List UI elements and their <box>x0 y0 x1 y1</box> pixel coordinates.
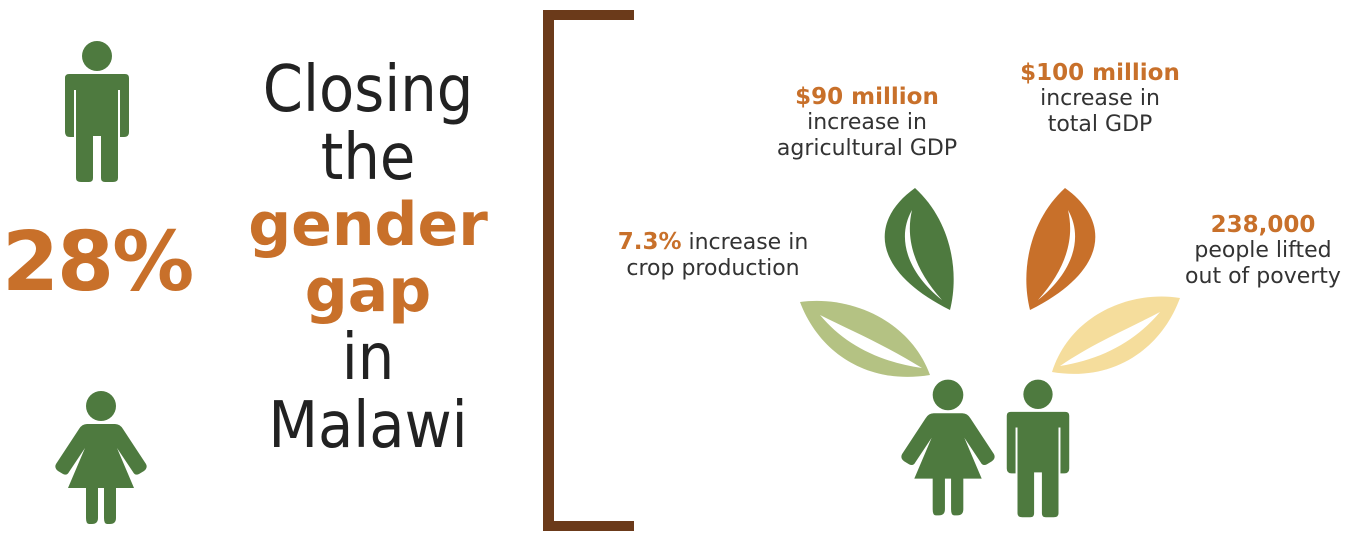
bracket-top <box>543 10 634 20</box>
outcome-poverty-text1: people lifted <box>1194 238 1332 263</box>
outcome-total-gdp: $100 million increase in total GDP <box>1000 60 1200 138</box>
title-line-in: in <box>341 321 395 395</box>
woman-icon <box>900 378 996 516</box>
leaf-icon <box>1026 188 1096 310</box>
title-line-closing: Closing <box>262 53 474 127</box>
outcome-total-gdp-value: $100 million <box>1020 60 1180 86</box>
leaf-icon <box>1052 296 1180 374</box>
outcome-crop-production: 7.3% increase in crop production <box>598 229 828 282</box>
title-line-gender: gender <box>248 190 488 260</box>
outcome-crop-value: 7.3% <box>617 229 682 255</box>
bracket-bottom <box>543 521 634 531</box>
man-icon <box>997 378 1079 518</box>
outcome-total-gdp-text1: increase in <box>1040 86 1160 111</box>
leaves-graphic <box>800 188 1180 377</box>
infographic-title: Closing the gender gap in Malawi <box>238 56 498 460</box>
outcome-poverty-text2: out of poverty <box>1185 264 1341 289</box>
outcome-agricultural-gdp: $90 million increase in agricultural GDP <box>752 84 982 162</box>
outcome-agricultural-value: $90 million <box>795 84 939 110</box>
outcome-total-gdp-text2: total GDP <box>1047 112 1153 137</box>
outcome-poverty-value: 238,000 <box>1210 212 1316 238</box>
gender-gap-percentage: 28% <box>2 215 194 310</box>
outcome-poverty: 238,000 people lifted out of poverty <box>1160 212 1366 290</box>
leaf-icon <box>884 188 954 310</box>
outcome-crop-text1: increase in <box>681 230 809 255</box>
woman-icon <box>54 390 148 524</box>
leaf-icon <box>800 300 930 377</box>
bracket-divider <box>543 10 554 531</box>
outcome-agricultural-text1: increase in <box>807 110 927 135</box>
title-line-malawi: Malawi <box>268 389 468 463</box>
title-line-gap: gap <box>304 256 432 326</box>
man-icon <box>55 40 139 182</box>
outcome-agricultural-text2: agricultural GDP <box>776 136 958 161</box>
title-line-the: the <box>320 121 416 195</box>
outcome-crop-text2: crop production <box>626 256 800 281</box>
